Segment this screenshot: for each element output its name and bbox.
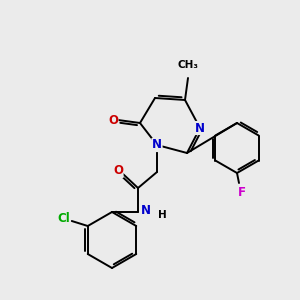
Text: O: O <box>113 164 123 178</box>
Text: F: F <box>238 187 246 200</box>
Text: Cl: Cl <box>57 212 70 224</box>
Text: N: N <box>195 122 205 134</box>
Text: CH₃: CH₃ <box>178 60 199 70</box>
Text: N: N <box>141 203 151 217</box>
Text: H: H <box>158 210 167 220</box>
Text: N: N <box>152 139 162 152</box>
Text: O: O <box>108 113 118 127</box>
